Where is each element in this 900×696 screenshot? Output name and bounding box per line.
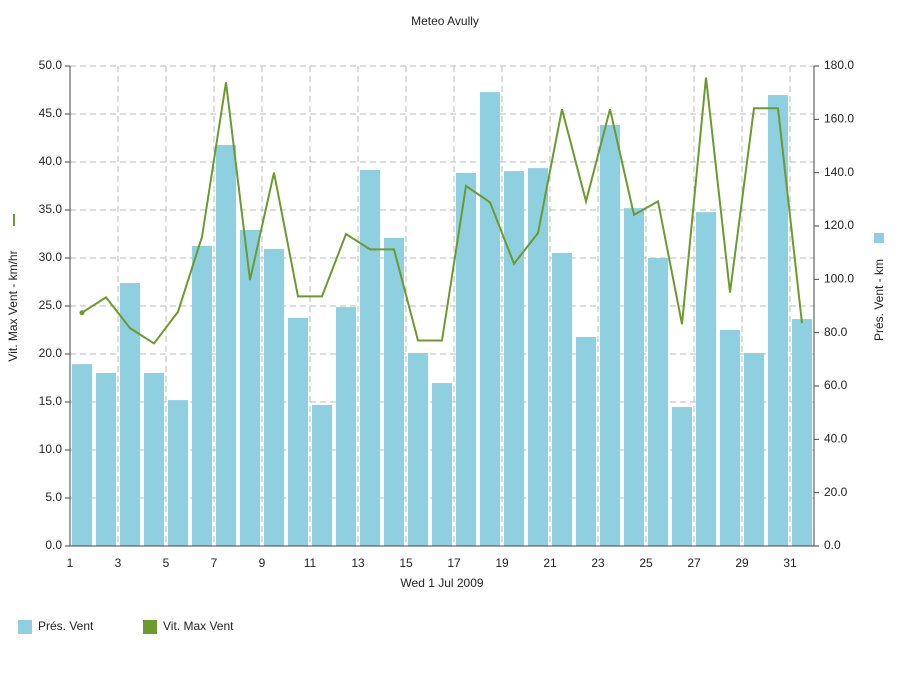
bar xyxy=(647,258,669,546)
bar xyxy=(263,248,285,546)
y2-tick-label: 80.0 xyxy=(824,325,848,339)
y-tick-label: 30.0 xyxy=(39,250,63,264)
legend-swatch xyxy=(143,620,157,634)
bar xyxy=(215,144,237,546)
bar xyxy=(551,252,573,546)
bar xyxy=(383,238,405,546)
bar xyxy=(359,170,381,546)
bar xyxy=(119,283,141,546)
bar xyxy=(167,400,189,546)
bar xyxy=(479,92,501,546)
bar xyxy=(95,372,117,546)
y-tick-label: 10.0 xyxy=(39,442,63,456)
y-tick-label: 25.0 xyxy=(39,298,63,312)
bar xyxy=(503,171,525,547)
x-tick-label: 31 xyxy=(783,556,797,570)
x-tick-label: 9 xyxy=(259,556,266,570)
bar xyxy=(239,230,261,546)
y-tick-label: 35.0 xyxy=(39,202,63,216)
x-tick-label: 21 xyxy=(543,556,557,570)
x-tick-label: 3 xyxy=(115,556,122,570)
y2-tick-label: 180.0 xyxy=(824,58,854,72)
y-tick-label: 20.0 xyxy=(39,346,63,360)
x-tick-label: 23 xyxy=(591,556,605,570)
x-tick-label: 1 xyxy=(67,556,74,570)
y-tick-label: 40.0 xyxy=(39,154,63,168)
y-tick-label: 15.0 xyxy=(39,394,63,408)
bar xyxy=(455,172,477,546)
y2-tick-label: 100.0 xyxy=(824,272,854,286)
y-axis-label: Vit. Max Vent - km/hr xyxy=(6,250,20,361)
y2-axis-key xyxy=(874,233,884,243)
bar xyxy=(191,246,213,546)
y2-tick-label: 120.0 xyxy=(824,218,854,232)
x-tick-label: 19 xyxy=(495,556,509,570)
x-tick-label: 27 xyxy=(687,556,701,570)
y2-tick-label: 40.0 xyxy=(824,432,848,446)
line-start-dot xyxy=(79,310,85,316)
bar xyxy=(431,383,453,546)
y2-tick-label: 20.0 xyxy=(824,485,848,499)
y2-tick-label: 60.0 xyxy=(824,378,848,392)
x-axis-label: Wed 1 Jul 2009 xyxy=(400,576,483,590)
y-tick-label: 50.0 xyxy=(39,58,63,72)
legend-label: Prés. Vent xyxy=(38,619,94,633)
y-tick-label: 5.0 xyxy=(45,490,62,504)
bar xyxy=(335,307,357,546)
legend-label: Vit. Max Vent xyxy=(163,619,234,633)
bar xyxy=(311,404,333,546)
x-tick-label: 5 xyxy=(163,556,170,570)
bar xyxy=(623,208,645,546)
x-tick-label: 13 xyxy=(351,556,365,570)
legend-swatch xyxy=(18,620,32,634)
y-tick-label: 45.0 xyxy=(39,106,63,120)
x-tick-label: 15 xyxy=(399,556,413,570)
y2-tick-label: 140.0 xyxy=(824,165,854,179)
bar xyxy=(695,212,717,546)
bar xyxy=(575,336,597,546)
line xyxy=(81,77,803,345)
bar xyxy=(599,124,621,546)
bar xyxy=(71,364,93,546)
x-tick-label: 7 xyxy=(211,556,218,570)
x-tick-label: 29 xyxy=(735,556,749,570)
y2-tick-label: 160.0 xyxy=(824,112,854,126)
bar xyxy=(719,330,741,546)
bar xyxy=(287,318,309,546)
bar xyxy=(671,407,693,546)
bar xyxy=(767,95,789,547)
bar xyxy=(407,352,429,546)
bar xyxy=(791,319,813,546)
x-tick-label: 25 xyxy=(639,556,653,570)
y-tick-label: 0.0 xyxy=(45,538,62,552)
y2-axis-label: Prés. Vent - km xyxy=(872,259,886,341)
x-tick-label: 17 xyxy=(447,556,461,570)
bar xyxy=(743,352,765,546)
y2-tick-label: 0.0 xyxy=(824,538,841,552)
bar xyxy=(143,372,165,546)
chart-title: Meteo Avully xyxy=(411,14,479,28)
x-tick-label: 11 xyxy=(304,556,317,570)
bar xyxy=(527,168,549,546)
